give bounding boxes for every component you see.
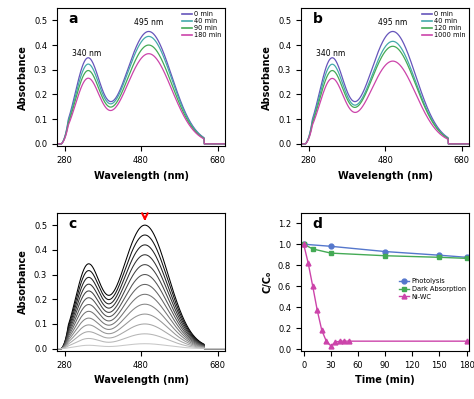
- Ni-WC: [323, 339, 329, 344]
- Dark Absorption: [437, 255, 442, 260]
- Ni-WC: [464, 339, 469, 344]
- X-axis label: Wavelength (nm): Wavelength (nm): [337, 171, 433, 181]
- Ni-WC: [310, 284, 316, 288]
- Text: c: c: [69, 217, 77, 231]
- Text: 495 nm: 495 nm: [378, 18, 407, 27]
- Ni-WC: [346, 339, 352, 344]
- Dark Absorption: [310, 247, 316, 251]
- Dark Absorption: [301, 242, 307, 247]
- Photolysis: [328, 244, 334, 249]
- Ni-WC: [314, 308, 320, 313]
- Line: Photolysis: Photolysis: [301, 242, 469, 260]
- Ni-WC: [301, 242, 307, 247]
- Photolysis: [301, 242, 307, 247]
- Text: 340 nm: 340 nm: [72, 49, 101, 58]
- Photolysis: [437, 253, 442, 258]
- Ni-WC: [319, 328, 325, 332]
- Line: Dark Absorption: Dark Absorption: [301, 242, 469, 261]
- Text: d: d: [313, 217, 323, 231]
- Text: a: a: [69, 12, 78, 26]
- Y-axis label: C/C₀: C/C₀: [263, 271, 273, 293]
- Photolysis: [464, 255, 469, 260]
- X-axis label: Wavelength (nm): Wavelength (nm): [93, 171, 189, 181]
- Dark Absorption: [328, 251, 334, 255]
- Legend: 0 min, 40 min, 120 min, 1000 min: 0 min, 40 min, 120 min, 1000 min: [422, 11, 466, 38]
- Dark Absorption: [464, 256, 469, 261]
- Y-axis label: Absorbance: Absorbance: [18, 249, 28, 314]
- Legend: 0 min, 40 min, 90 min, 180 min: 0 min, 40 min, 90 min, 180 min: [182, 11, 222, 38]
- Ni-WC: [337, 339, 343, 344]
- Photolysis: [382, 249, 388, 254]
- Ni-WC: [342, 339, 347, 344]
- Ni-WC: [305, 261, 311, 265]
- X-axis label: Time (min): Time (min): [355, 375, 415, 385]
- Y-axis label: Absorbance: Absorbance: [18, 45, 28, 110]
- Line: Ni-WC: Ni-WC: [301, 242, 469, 348]
- Ni-WC: [328, 344, 334, 348]
- Ni-WC: [332, 340, 338, 345]
- Text: 340 nm: 340 nm: [316, 49, 346, 58]
- Text: 495 nm: 495 nm: [134, 18, 164, 27]
- Dark Absorption: [382, 253, 388, 258]
- X-axis label: Wavelength (nm): Wavelength (nm): [93, 375, 189, 385]
- Legend: Photolysis, Dark Absorption, Ni-WC: Photolysis, Dark Absorption, Ni-WC: [399, 278, 466, 300]
- Text: b: b: [313, 12, 323, 26]
- Y-axis label: Absorbance: Absorbance: [263, 45, 273, 110]
